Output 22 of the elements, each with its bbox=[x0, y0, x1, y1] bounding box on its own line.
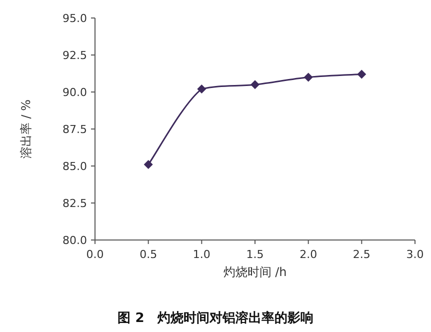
y-tick-label: 90.0 bbox=[62, 86, 87, 99]
point bbox=[304, 72, 313, 82]
x-tick-label: 0.0 bbox=[86, 248, 104, 261]
y-tick-label: 85.0 bbox=[62, 160, 87, 173]
text: 图 2 灼烧时间对铝溶出率的影响 bbox=[118, 310, 314, 326]
x-axis-title: 灼烧时间 /h bbox=[223, 265, 287, 279]
point bbox=[250, 80, 260, 90]
y-tick-label: 80.0 bbox=[62, 234, 87, 247]
x-tick-label: 2.5 bbox=[352, 248, 370, 261]
x-tick-label: 0.5 bbox=[140, 248, 158, 261]
y-axis-title: 溶出率 / % bbox=[19, 99, 33, 159]
point bbox=[357, 70, 366, 79]
x-tick-label: 3.0 bbox=[406, 248, 424, 261]
y-tick-label: 95.0 bbox=[62, 12, 87, 25]
x-tick-label: 1.0 bbox=[192, 248, 210, 261]
point bbox=[144, 160, 153, 170]
y-tick-label: 92.5 bbox=[62, 49, 87, 62]
y-tick-label: 87.5 bbox=[62, 123, 87, 136]
x-tick-label: 1.5 bbox=[246, 248, 264, 261]
y-tick-label: 82.5 bbox=[62, 197, 87, 210]
x-tick-label: 2.0 bbox=[300, 248, 318, 261]
point bbox=[197, 84, 206, 94]
